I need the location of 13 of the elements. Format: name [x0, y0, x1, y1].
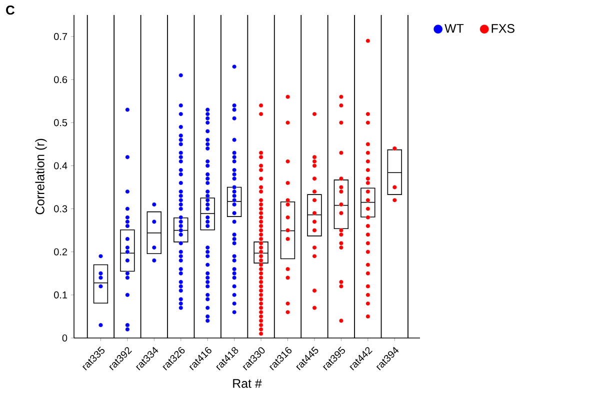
y-tick-label: 0.6 [54, 76, 68, 84]
y-tick-label: 0.1 [54, 291, 68, 298]
y-tick-label: 0.3 [54, 205, 68, 212]
y-tick-label: 0.4 [54, 162, 68, 170]
y-axis-title: Correlation (r) [35, 138, 47, 214]
x-axis-title: Rat # [233, 379, 262, 388]
y-tick-label: 0 [62, 334, 68, 342]
y-tick-label: 0.7 [54, 33, 67, 40]
text: C [6, 6, 15, 15]
legend-label: FXS [492, 24, 514, 33]
y-tick-label: 0.2 [54, 248, 67, 256]
legend-label: WT [444, 24, 464, 33]
y-tick-label: 0.5 [54, 119, 68, 126]
